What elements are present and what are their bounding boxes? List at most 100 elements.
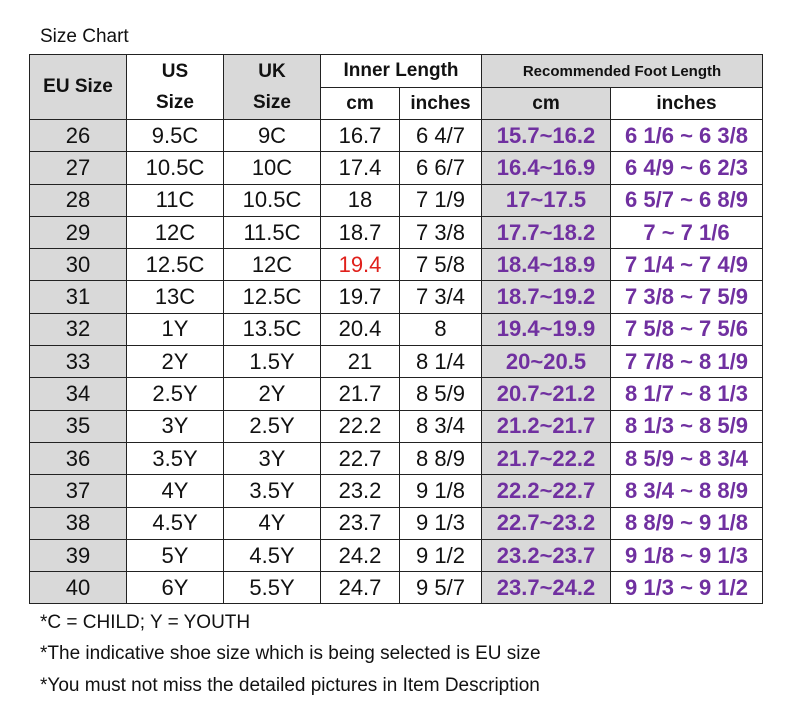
inner-cm-cell: 22.2	[320, 409, 400, 443]
inner-inches-cell: 9 1/2	[399, 538, 482, 573]
eu-size-cell: 26	[29, 118, 127, 153]
us-size-cell: 11C	[126, 183, 224, 217]
table-row: 30 12.5C 12C 19.4 7 5/8 18.4~18.9 7 1/4 ~ 7 4/…	[29, 248, 763, 282]
us-size-cell: 13C	[126, 280, 224, 314]
eu-size-cell: 28	[29, 183, 127, 217]
eu-size-cell: 36	[29, 441, 127, 476]
uk-size-cell: 5.5Y	[223, 571, 321, 605]
inner-cm-cell: 23.2	[320, 474, 400, 508]
uk-size-cell: 2Y	[223, 377, 321, 411]
uk-size-cell: 3Y	[223, 441, 321, 476]
uk-size-cell: 4Y	[223, 506, 321, 540]
size-chart-table: EU Size US Size UK Size Inner Length Recom…	[29, 54, 763, 605]
us-size-cell: 9.5C	[126, 118, 224, 153]
inner-inches-cell: 8 8/9	[399, 441, 482, 476]
header-rec-cm: cm	[481, 87, 611, 120]
us-size-cell: 2Y	[126, 345, 224, 379]
recommended-cm-cell: 22.7~23.2	[481, 506, 611, 540]
recommended-inches-cell: 8 8/9 ~ 9 1/8	[610, 506, 763, 540]
uk-size-cell: 9C	[223, 118, 321, 153]
recommended-inches-cell: 8 1/3 ~ 8 5/9	[610, 409, 763, 443]
inner-inches-cell: 9 5/7	[399, 571, 482, 605]
header-us-size: US Size	[126, 54, 224, 120]
inner-inches-cell: 9 1/8	[399, 474, 482, 508]
table-row: 29 12C 11.5C 18.7 7 3/8 17.7~18.2 7 ~ 7 1/6	[29, 215, 763, 250]
table-row: 34 2.5Y 2Y 21.7 8 5/9 20.7~21.2 8 1/7 ~ 8 1/3	[29, 377, 763, 411]
uk-size-cell: 1.5Y	[223, 345, 321, 379]
eu-size-cell: 40	[29, 571, 127, 605]
eu-size-cell: 34	[29, 377, 127, 411]
us-size-cell: 3Y	[126, 409, 224, 443]
recommended-cm-cell: 18.4~18.9	[481, 248, 611, 282]
us-size-cell: 4Y	[126, 474, 224, 508]
recommended-cm-cell: 17~17.5	[481, 183, 611, 217]
recommended-inches-cell: 6 1/6 ~ 6 3/8	[610, 118, 763, 153]
inner-inches-cell: 6 4/7	[399, 118, 482, 153]
us-size-cell: 5Y	[126, 538, 224, 573]
table-row: 39 5Y 4.5Y 24.2 9 1/2 23.2~23.7 9 1/8 ~ 9 1/3	[29, 538, 763, 573]
inner-cm-cell: 19.4	[320, 248, 400, 282]
inner-inches-cell: 7 3/8	[399, 215, 482, 250]
recommended-inches-cell: 8 1/7 ~ 8 1/3	[610, 377, 763, 411]
us-size-cell: 4.5Y	[126, 506, 224, 540]
uk-size-cell: 4.5Y	[223, 538, 321, 573]
uk-size-cell: 13.5C	[223, 312, 321, 347]
note-eu-size: *The indicative shoe size which is being…	[40, 643, 541, 665]
header-inner-length: Inner Length	[320, 54, 482, 88]
note-child-youth: *C = CHILD; Y = YOUTH	[40, 612, 251, 633]
header-uk-line2: Size	[252, 92, 292, 113]
eu-size-cell: 27	[29, 151, 127, 185]
recommended-cm-cell: 20~20.5	[481, 345, 611, 379]
eu-size-cell: 33	[29, 345, 127, 379]
recommended-cm-cell: 23.7~24.2	[481, 571, 611, 605]
recommended-inches-cell: 7 3/8 ~ 7 5/9	[610, 280, 763, 314]
size-chart-body: 26 9.5C 9C 16.7 6 4/7 15.7~16.2 6 1/6 ~ 6 3/8 2…	[29, 118, 763, 605]
recommended-cm-cell: 18.7~19.2	[481, 280, 611, 314]
recommended-cm-cell: 19.4~19.9	[481, 312, 611, 347]
us-size-cell: 6Y	[126, 571, 224, 605]
eu-size-cell: 30	[29, 248, 127, 282]
table-row: 33 2Y 1.5Y 21 8 1/4 20~20.5 7 7/8 ~ 8 1/9	[29, 345, 763, 379]
inner-inches-cell: 7 5/8	[399, 248, 482, 282]
recommended-inches-cell: 6 5/7 ~ 6 8/9	[610, 183, 763, 217]
recommended-cm-cell: 16.4~16.9	[481, 151, 611, 185]
uk-size-cell: 12.5C	[223, 280, 321, 314]
inner-inches-cell: 6 6/7	[399, 151, 482, 185]
inner-cm-cell: 17.4	[320, 151, 400, 185]
recommended-inches-cell: 7 5/8 ~ 7 5/6	[610, 312, 763, 347]
uk-size-cell: 10.5C	[223, 183, 321, 217]
inner-inches-cell: 8	[399, 312, 482, 347]
inner-inches-cell: 8 1/4	[399, 345, 482, 379]
chart-title: Size Chart	[40, 26, 129, 47]
eu-size-cell: 39	[29, 538, 127, 573]
recommended-inches-cell: 9 1/8 ~ 9 1/3	[610, 538, 763, 573]
recommended-cm-cell: 15.7~16.2	[481, 118, 611, 153]
inner-inches-cell: 9 1/3	[399, 506, 482, 540]
recommended-inches-cell: 8 3/4 ~ 8 8/9	[610, 474, 763, 508]
inner-inches-cell: 7 3/4	[399, 280, 482, 314]
us-size-cell: 2.5Y	[126, 377, 224, 411]
table-row: 38 4.5Y 4Y 23.7 9 1/3 22.7~23.2 8 8/9 ~ 9 1/8	[29, 506, 763, 540]
recommended-cm-cell: 21.2~21.7	[481, 409, 611, 443]
table-row: 35 3Y 2.5Y 22.2 8 3/4 21.2~21.7 8 1/3 ~ 8 5/9	[29, 409, 763, 443]
table-row: 37 4Y 3.5Y 23.2 9 1/8 22.2~22.7 8 3/4 ~ 8 8/9	[29, 474, 763, 508]
note-detailed-pictures: *You must not miss the detailed pictures…	[40, 674, 540, 696]
inner-cm-cell: 24.7	[320, 571, 400, 605]
inner-cm-cell: 19.7	[320, 280, 400, 314]
us-size-cell: 3.5Y	[126, 441, 224, 476]
notes: *C = CHILD; Y = YOUTH *The indicative sh…	[40, 607, 541, 701]
recommended-inches-cell: 7 ~ 7 1/6	[610, 215, 763, 250]
eu-size-cell: 29	[29, 215, 127, 250]
header-eu-size: EU Size	[29, 54, 127, 120]
uk-size-cell: 3.5Y	[223, 474, 321, 508]
eu-size-cell: 32	[29, 312, 127, 347]
recommended-cm-cell: 22.2~22.7	[481, 474, 611, 508]
header-uk-size: UK Size	[223, 54, 321, 120]
recommended-inches-cell: 7 7/8 ~ 8 1/9	[610, 345, 763, 379]
recommended-cm-cell: 20.7~21.2	[481, 377, 611, 411]
table-row: 31 13C 12.5C 19.7 7 3/4 18.7~19.2 7 3/8 ~ 7 5/…	[29, 280, 763, 314]
inner-inches-cell: 7 1/9	[399, 183, 482, 217]
uk-size-cell: 2.5Y	[223, 409, 321, 443]
recommended-cm-cell: 17.7~18.2	[481, 215, 611, 250]
recommended-cm-cell: 21.7~22.2	[481, 441, 611, 476]
